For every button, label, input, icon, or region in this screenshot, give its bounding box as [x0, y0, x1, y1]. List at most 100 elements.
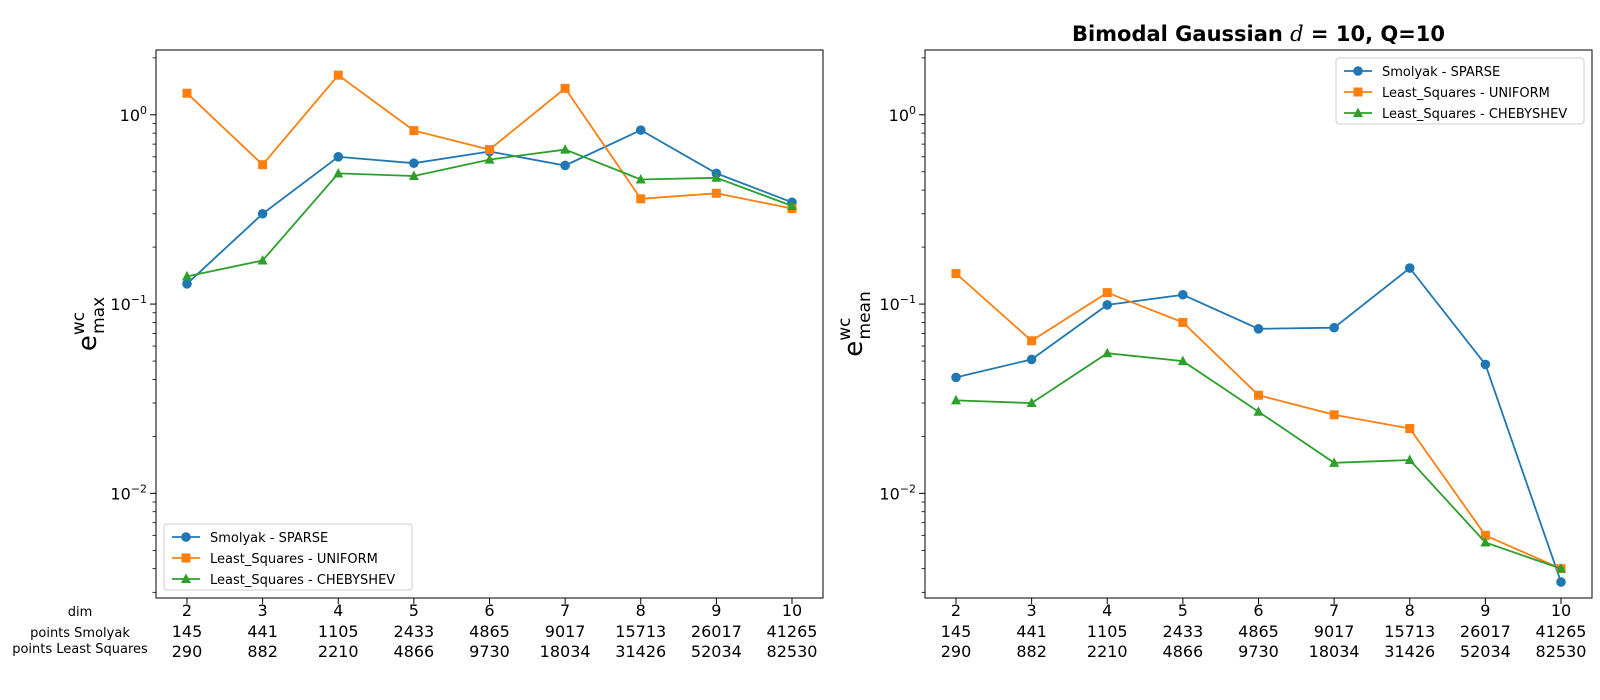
- y-axis-label: ewcmax: [69, 297, 109, 351]
- data-point: [181, 553, 191, 563]
- data-point: [711, 188, 721, 198]
- x-tick-label-points-smolyak: 145: [941, 622, 972, 641]
- row-header-points-least-squares: points Least Squares: [12, 642, 148, 657]
- x-tick-label-dim: 5: [409, 601, 419, 620]
- legend-entry: Least_Squares - UNIFORM: [1344, 86, 1550, 101]
- x-tick-label-points-least-squares: 290: [172, 642, 203, 661]
- data-point: [333, 152, 344, 162]
- y-minor-ticks: [921, 57, 925, 593]
- y-tick-exponent: −1: [900, 293, 916, 306]
- data-point: [1253, 406, 1264, 416]
- data-point: [787, 200, 797, 210]
- y-tick-label: 10−1: [110, 293, 147, 314]
- data-point: [1556, 577, 1566, 587]
- x-tick-label-points-least-squares: 2210: [318, 642, 359, 661]
- data-point: [1404, 263, 1415, 273]
- x-tick-label-points-smolyak: 26017: [691, 622, 742, 641]
- data-point: [181, 532, 191, 542]
- series-triangle: [951, 347, 1566, 573]
- y-tick-exponent: −2: [900, 482, 916, 495]
- data-point: [1353, 66, 1363, 76]
- data-point: [636, 194, 646, 204]
- data-point: [182, 278, 192, 289]
- x-row-headers: dim points Smolyak points Least Squares: [12, 605, 148, 657]
- data-point: [1102, 288, 1112, 298]
- data-point: [560, 83, 570, 93]
- x-tick-label-points-smolyak: 1105: [1087, 622, 1128, 641]
- x-tick-label-dim: 7: [560, 601, 570, 620]
- x-tick-label-points-least-squares: 52034: [691, 642, 742, 661]
- legend-label: Least_Squares - UNIFORM: [210, 552, 378, 567]
- data-point: [1329, 410, 1339, 420]
- y-tick-base: 10: [879, 295, 899, 314]
- series-line: [955, 352, 1562, 570]
- x-tick-label-dim: 10: [1551, 601, 1571, 620]
- x-tick-label-dim: 4: [1102, 601, 1112, 620]
- x-tick-label-points-least-squares: 882: [247, 642, 278, 661]
- data-point: [1353, 107, 1363, 117]
- data-point: [1353, 87, 1363, 97]
- data-point: [1329, 322, 1339, 333]
- x-tick-label-points-smolyak: 41265: [1536, 622, 1587, 641]
- x-tick-label-dim: 6: [484, 601, 494, 620]
- data-point: [182, 270, 192, 281]
- x-tick-label-points-smolyak: 9017: [1314, 622, 1355, 641]
- data-point: [1027, 336, 1037, 346]
- x-tick-label-points-smolyak: 2433: [394, 622, 435, 641]
- data-point: [951, 269, 961, 279]
- legend-box: [163, 523, 413, 591]
- x-tick-label-dim: 9: [711, 601, 721, 620]
- x-tick-label-points-smolyak: 441: [1016, 622, 1047, 641]
- series-triangle: [182, 144, 797, 281]
- x-tick-label-dim: 2: [951, 601, 961, 620]
- data-point: [333, 70, 343, 80]
- y-minor-ticks: [152, 57, 156, 593]
- legend-entry: Smolyak - SPARSE: [1344, 65, 1500, 80]
- legend-label: Smolyak - SPARSE: [1382, 65, 1500, 80]
- series-line: [955, 272, 1562, 570]
- data-point: [1329, 457, 1340, 467]
- series-square: [951, 269, 1566, 574]
- data-point: [1480, 359, 1491, 370]
- data-point: [333, 167, 344, 178]
- x-tick-label-dim: 4: [333, 601, 343, 620]
- x-tick-label-points-least-squares: 31426: [615, 642, 666, 661]
- y-tick-label: 100: [120, 104, 147, 125]
- chart-title: Bimodal Gaussian d = 10, Q=10: [1072, 22, 1445, 46]
- legend-label: Least_Squares - CHEBYSHEV: [1382, 107, 1567, 122]
- data-point: [257, 254, 268, 265]
- legend: Smolyak - SPARSE Least_Squares - UNIFORM L…: [1335, 57, 1585, 125]
- y-tick-label: 10−2: [110, 482, 147, 503]
- x-tick-label-points-smolyak: 41265: [767, 622, 818, 641]
- data-point: [1404, 454, 1415, 465]
- y-axis-label-base: e: [73, 335, 103, 351]
- legend-label: Least_Squares - CHEBYSHEV: [210, 573, 395, 588]
- x-tick-label-points-least-squares: 82530: [1536, 642, 1587, 661]
- y-axis-label-sup: wc: [835, 317, 855, 340]
- data-point: [408, 170, 419, 181]
- data-point: [1254, 390, 1263, 400]
- data-point: [409, 158, 419, 169]
- y-tick-exponent: −2: [131, 482, 147, 495]
- y-tick-label: 100: [889, 104, 916, 125]
- data-point: [257, 208, 268, 219]
- x-tick-label-points-smolyak: 4865: [1238, 622, 1279, 641]
- data-point: [1177, 355, 1188, 366]
- data-point: [1405, 424, 1415, 434]
- legend-label: Least_Squares - UNIFORM: [1382, 86, 1550, 101]
- legend-label: Smolyak - SPARSE: [210, 531, 328, 546]
- data-point: [1253, 324, 1264, 334]
- data-point: [635, 125, 646, 135]
- row-header-dim: dim: [68, 605, 93, 620]
- y-axis-label: ewcmean: [835, 291, 875, 356]
- x-tick-label-points-least-squares: 2210: [1087, 642, 1128, 661]
- legend: Smolyak - SPARSE Least_Squares - UNIFORM L…: [163, 523, 413, 591]
- y-tick-base: 10: [889, 106, 909, 125]
- data-point: [1480, 530, 1490, 540]
- legend-entry: Least_Squares - CHEBYSHEV: [172, 573, 395, 588]
- x-tick-label-points-least-squares: 18034: [1309, 642, 1360, 661]
- legend-box: [1335, 57, 1585, 125]
- x-tick-label-dim: 9: [1480, 601, 1490, 620]
- legend-entry: Least_Squares - CHEBYSHEV: [1344, 107, 1567, 122]
